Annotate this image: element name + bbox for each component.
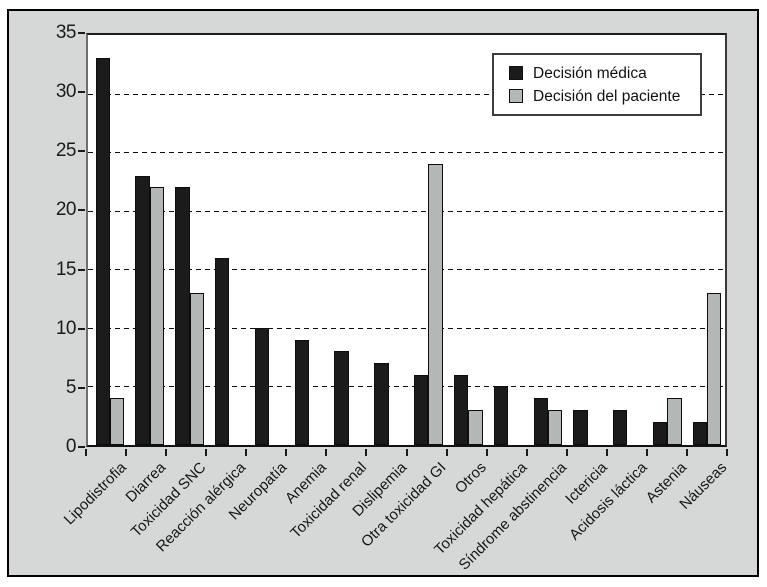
legend-item-decision-paciente: Decisión del paciente [509, 88, 700, 105]
y-tick-label-15: 15 [55, 258, 77, 280]
x-tick-15 [685, 449, 688, 456]
y-tick-0 [78, 446, 85, 448]
y-tick-label-30: 30 [55, 81, 77, 103]
x-tick-8 [405, 449, 408, 456]
legend-item-decision-medica: Decisión médica [509, 65, 700, 82]
bar-medica-9 [414, 374, 429, 445]
bar-medica-15 [652, 421, 668, 445]
bar-paciente-9 [428, 163, 443, 445]
bar-paciente-15 [667, 398, 682, 445]
y-tick-label-5: 5 [65, 376, 77, 398]
x-tick-10 [485, 449, 488, 456]
x-tick-2 [165, 449, 168, 456]
y-tick-20 [78, 209, 85, 212]
bar-group-11 [486, 35, 526, 445]
x-tick-12 [565, 449, 568, 456]
y-tick-5 [78, 386, 85, 389]
bar-paciente-10 [468, 409, 483, 445]
gridline-25 [88, 152, 725, 154]
bar-group-3 [168, 35, 208, 445]
x-tick-13 [605, 449, 608, 456]
x-tick-1 [125, 449, 128, 456]
y-tick-35 [78, 32, 85, 34]
bar-group-13 [566, 35, 606, 445]
bar-medica-10 [453, 374, 469, 445]
x-tick-7 [365, 449, 368, 456]
bar-medica-1 [95, 58, 110, 445]
bar-medica-16 [692, 421, 708, 445]
bar-group-1 [88, 35, 128, 445]
bar-medica-7 [334, 351, 349, 445]
y-tick-label-35: 35 [55, 22, 77, 43]
bar-medica-12 [533, 398, 548, 445]
legend-swatch-black-icon [509, 66, 523, 80]
bar-group-9 [407, 35, 447, 445]
bar-paciente-16 [707, 292, 722, 445]
y-tick-label-10: 10 [55, 317, 77, 339]
bar-group-15 [645, 35, 685, 445]
bar-group-6 [287, 35, 327, 445]
x-tick-5 [285, 449, 288, 456]
gridline-10 [88, 327, 725, 329]
y-tick-10 [78, 327, 85, 330]
legend-swatch-gray-icon [509, 89, 523, 103]
legend: Decisión médica Decisión del paciente [492, 53, 702, 116]
bar-paciente-12 [547, 409, 563, 445]
gridline-15 [88, 269, 725, 271]
bar-medica-3 [175, 187, 190, 445]
bar-group-8 [367, 35, 407, 445]
bar-paciente-1 [109, 398, 125, 445]
bar-group-10 [446, 35, 486, 445]
bar-medica-11 [493, 386, 509, 445]
y-tick-label-0: 0 [65, 436, 77, 457]
bar-group-5 [247, 35, 287, 445]
y-tick-30 [78, 91, 85, 94]
bar-medica-8 [374, 363, 389, 445]
y-tick-25 [78, 150, 85, 153]
x-tick-6 [325, 449, 328, 456]
bar-group-12 [526, 35, 566, 445]
x-tick-9 [445, 449, 448, 456]
bar-medica-13 [573, 409, 588, 445]
x-tick-3 [205, 449, 208, 456]
y-tick-label-20: 20 [55, 199, 77, 221]
x-tick-4 [245, 449, 248, 456]
bar-medica-2 [135, 175, 150, 445]
x-tick-0 [85, 449, 87, 456]
bar-group-14 [606, 35, 646, 445]
gridline-30 [88, 93, 725, 95]
bar-medica-5 [254, 327, 270, 445]
gridline-20 [88, 210, 725, 212]
x-tick-16 [726, 449, 728, 456]
x-tick-11 [525, 449, 528, 456]
bar-medica-4 [215, 257, 230, 445]
y-tick-15 [78, 268, 85, 271]
bar-paciente-2 [149, 187, 165, 445]
legend-label-decision-medica: Decisión médica [533, 64, 647, 82]
gridline-5 [88, 386, 725, 388]
bar-group-2 [128, 35, 168, 445]
bar-group-16 [685, 35, 725, 445]
y-tick-label-25: 25 [55, 140, 77, 162]
bars-row [88, 35, 725, 445]
legend-label-decision-paciente: Decisión del paciente [533, 87, 681, 105]
bar-medica-14 [613, 409, 628, 445]
bar-group-4 [207, 35, 247, 445]
x-tick-14 [645, 449, 648, 456]
bar-group-7 [327, 35, 367, 445]
bar-medica-6 [294, 339, 309, 445]
bar-paciente-3 [189, 292, 204, 445]
